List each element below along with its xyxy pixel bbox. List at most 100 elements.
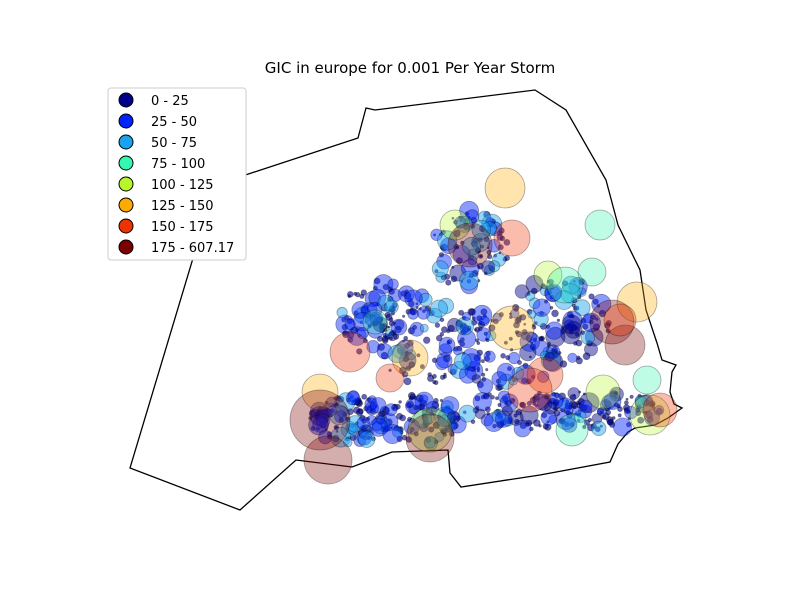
- gic-marker: [533, 393, 550, 411]
- gic-marker: [605, 409, 612, 416]
- gic-marker: [579, 399, 593, 414]
- gic-marker: [345, 391, 361, 406]
- gic-marker: [369, 417, 389, 437]
- gic-marker: [464, 211, 470, 217]
- gic-marker: [542, 351, 564, 372]
- gic-marker: [476, 327, 491, 342]
- gic-marker: [537, 396, 553, 412]
- gic-marker: [477, 279, 481, 283]
- gic-marker: [324, 400, 329, 405]
- gic-marker: [470, 366, 477, 373]
- gic-marker: [455, 319, 464, 328]
- gic-marker: [458, 365, 477, 384]
- gic-marker: [584, 342, 599, 357]
- gic-marker: [396, 435, 403, 443]
- gic-marker: [442, 374, 447, 379]
- gic-marker: [574, 332, 580, 337]
- gic-marker: [515, 408, 523, 416]
- gic-marker: [591, 420, 607, 436]
- gic-marker: [421, 413, 426, 417]
- gic-marker: [376, 335, 383, 342]
- gic-marker: [391, 302, 398, 309]
- gic-marker: [589, 319, 594, 325]
- gic-marker: [392, 343, 408, 359]
- gic-marker: [405, 402, 412, 409]
- gic-marker: [409, 297, 413, 302]
- gic-marker: [446, 417, 453, 423]
- gic-marker: [365, 416, 370, 421]
- gic-marker: [543, 394, 549, 400]
- gic-marker: [433, 397, 439, 404]
- gic-marker: [371, 421, 383, 432]
- gic-marker: [515, 330, 523, 338]
- gic-marker: [492, 318, 499, 325]
- gic-marker: [441, 413, 448, 420]
- gic-marker: [494, 396, 499, 401]
- gic-marker: [437, 297, 455, 314]
- gic-marker: [458, 404, 477, 423]
- gic-marker: [483, 236, 490, 243]
- gic-marker: [368, 311, 372, 315]
- gic-marker: [388, 288, 396, 295]
- gic-marker: [540, 409, 557, 426]
- gic-marker: [629, 394, 634, 399]
- gic-marker: [513, 413, 518, 418]
- gic-marker: [440, 229, 446, 235]
- gic-marker: [377, 343, 386, 351]
- gic-marker: [346, 397, 351, 403]
- gic-marker: [466, 325, 472, 331]
- gic-marker: [496, 233, 504, 241]
- gic-marker: [624, 405, 638, 420]
- gic-marker: [519, 401, 527, 409]
- gic-marker: [353, 434, 367, 448]
- gic-marker: [318, 405, 323, 410]
- gic-marker: [569, 313, 574, 318]
- gic-marker: [573, 299, 591, 316]
- gic-marker: [439, 209, 471, 241]
- gic-marker: [459, 200, 480, 221]
- gic-marker: [460, 240, 465, 246]
- gic-marker: [526, 400, 532, 406]
- gic-marker: [437, 407, 457, 427]
- gic-marker: [481, 372, 486, 377]
- gic-marker: [423, 336, 431, 344]
- gic-marker: [375, 302, 379, 307]
- gic-marker: [560, 323, 581, 345]
- gic-marker: [544, 299, 549, 304]
- gic-marker: [493, 253, 498, 258]
- gic-marker: [561, 416, 578, 433]
- gic-marker: [596, 407, 605, 416]
- gic-marker: [358, 430, 376, 448]
- gic-marker: [457, 329, 477, 349]
- gic-marker: [544, 285, 562, 303]
- gic-marker: [554, 290, 574, 310]
- gic-marker: [471, 316, 476, 321]
- gic-marker: [577, 257, 607, 287]
- gic-marker: [471, 220, 492, 240]
- gic-marker: [562, 280, 569, 287]
- gic-marker: [525, 291, 536, 302]
- gic-marker: [599, 424, 603, 428]
- gic-marker: [461, 311, 472, 321]
- gic-marker: [473, 354, 481, 362]
- gic-marker: [478, 224, 487, 233]
- gic-marker: [643, 399, 650, 406]
- gic-marker: [474, 326, 481, 333]
- gic-marker: [318, 429, 333, 445]
- gic-marker: [330, 426, 352, 448]
- gic-marker: [440, 326, 448, 334]
- gic-marker: [545, 324, 551, 329]
- gic-marker: [435, 334, 443, 342]
- gic-marker: [544, 354, 551, 361]
- gic-marker: [589, 299, 635, 345]
- gic-marker: [550, 348, 558, 356]
- gic-marker: [469, 255, 475, 261]
- gic-marker: [377, 320, 381, 324]
- gic-marker: [634, 395, 648, 409]
- gic-marker: [383, 422, 387, 426]
- gic-marker: [580, 330, 586, 336]
- gic-marker: [512, 304, 520, 312]
- gic-marker: [492, 252, 507, 267]
- gic-marker: [413, 431, 419, 437]
- gic-marker: [546, 392, 564, 410]
